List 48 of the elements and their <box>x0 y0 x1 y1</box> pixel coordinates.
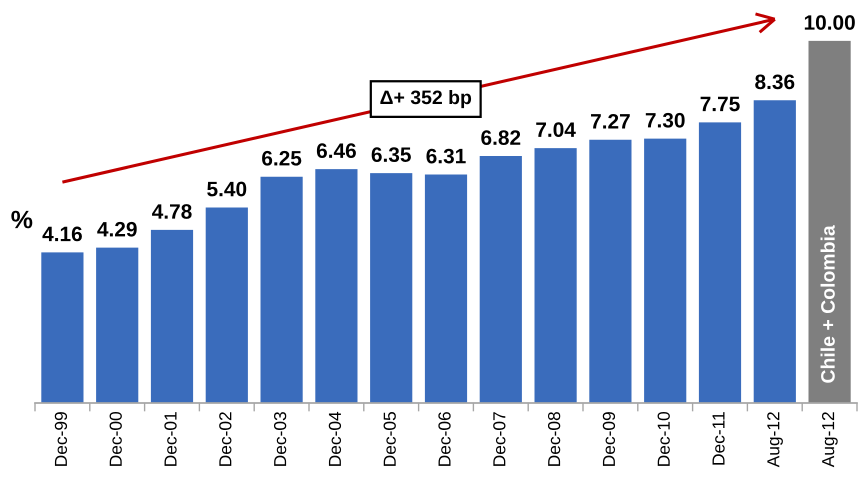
bar <box>754 100 796 403</box>
data-label: 10.00 <box>804 15 855 30</box>
bar <box>41 252 84 403</box>
bar <box>260 176 303 403</box>
bar <box>589 140 632 403</box>
annotation: Δ+ 352 bp <box>380 90 472 108</box>
x-tick-label: Dec-03 <box>274 412 286 466</box>
x-tick-label: Dec-99 <box>54 412 68 466</box>
series-label: Chile + Colombia <box>820 225 835 383</box>
x-tick-label: Aug-12 <box>767 412 783 468</box>
x-tick-label: Aug-12 <box>822 412 838 468</box>
data-label: 4.16 <box>42 226 82 242</box>
x-tick-label: Dec-09 <box>602 412 616 466</box>
data-label: 7.04 <box>536 122 576 138</box>
x-tick-label: Dec-02 <box>219 412 232 466</box>
x-tick-label: Dec-11 <box>712 412 725 465</box>
bar <box>424 174 468 403</box>
data-label: 6.25 <box>262 150 302 166</box>
bar <box>315 169 358 403</box>
bar <box>206 207 248 403</box>
x-tick-label: Dec-01 <box>164 412 177 466</box>
bar <box>534 148 577 403</box>
data-label: 7.27 <box>591 114 630 128</box>
bar <box>96 248 138 403</box>
x-tick-label: Dec-00 <box>110 412 122 466</box>
data-label: 6.35 <box>372 147 411 162</box>
data-label: 5.40 <box>207 182 246 196</box>
x-tick-label: Dec-07 <box>493 412 506 466</box>
data-label: 4.29 <box>97 222 137 237</box>
bar <box>480 156 522 403</box>
y-axis-title: % <box>11 210 32 228</box>
x-tick-label: Dec-05 <box>384 412 396 466</box>
data-label: 7.75 <box>700 96 740 112</box>
data-label: 6.82 <box>481 130 520 145</box>
x-tick-label: Dec-10 <box>658 412 670 466</box>
data-label: 8.36 <box>755 74 794 90</box>
bar <box>698 122 742 403</box>
data-label: 6.46 <box>316 143 356 158</box>
data-label: 7.30 <box>646 112 685 128</box>
x-tick-label: Dec-06 <box>438 412 451 466</box>
data-label: 4.78 <box>152 204 192 219</box>
bar <box>370 173 412 403</box>
data-label: 6.31 <box>426 148 466 164</box>
x-tick-label: Dec-04 <box>328 412 342 466</box>
bar <box>150 230 194 403</box>
x-tick-label: Dec-08 <box>548 412 560 466</box>
bar <box>808 40 851 403</box>
bar <box>644 138 686 403</box>
